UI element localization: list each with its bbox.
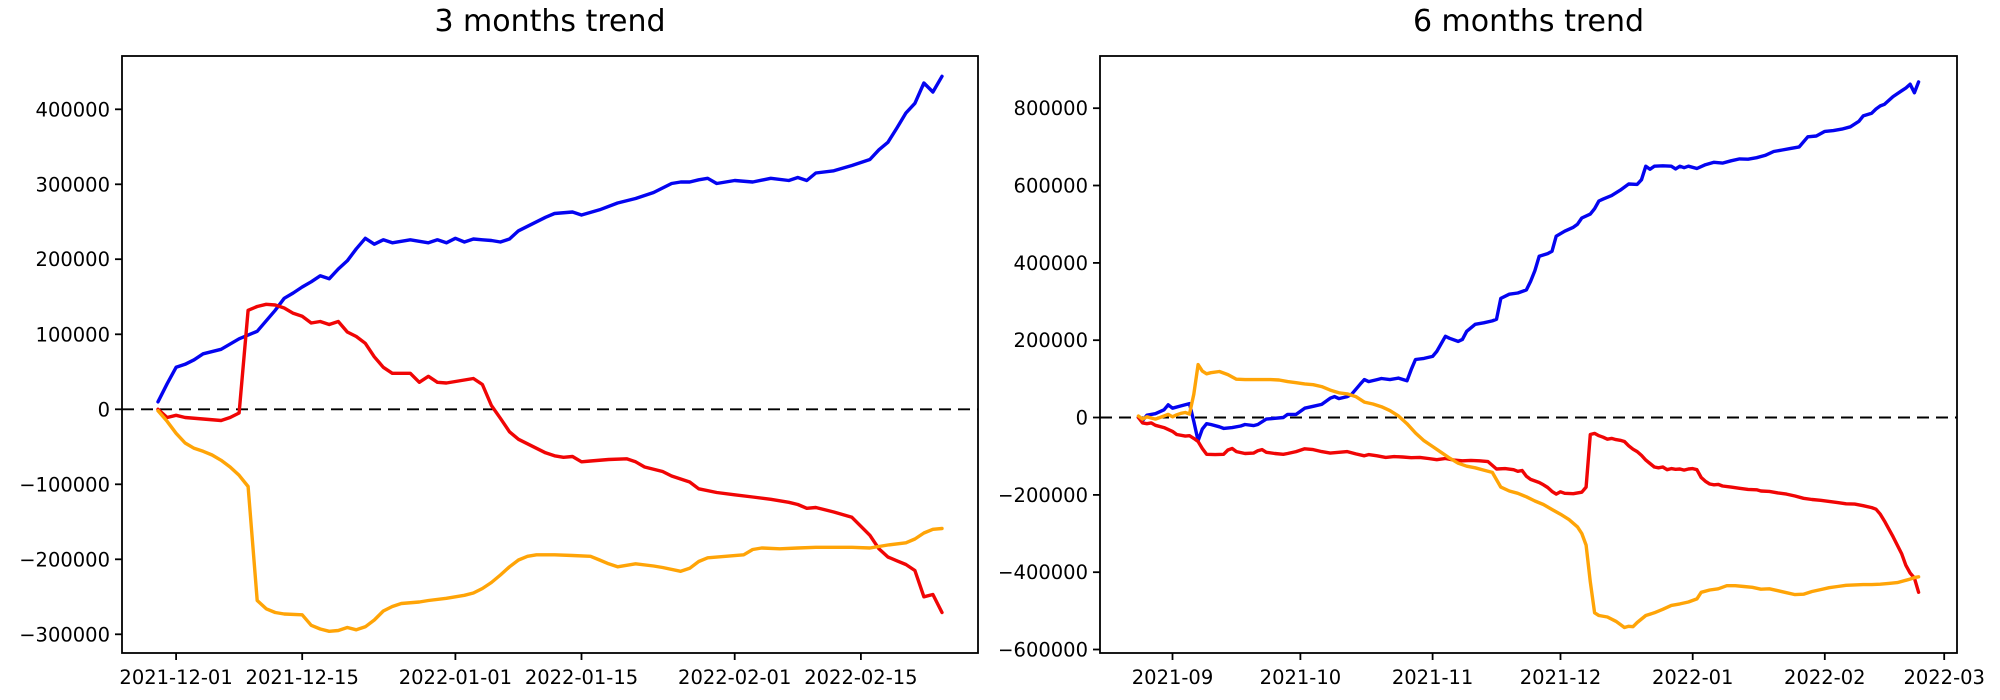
chart-3-months-trend: 3 months trend 2021-12-01 2021-12-15 2022-…	[19, 4, 979, 689]
x-axis: 2021-09 2021-10 2021-11 2021-12 2022-01 2022-…	[1132, 653, 1985, 689]
x-tick-label: 2021-12-01	[119, 666, 232, 689]
x-tick-label: 2022-02-01	[678, 666, 791, 689]
y-tick-label: 400000	[36, 98, 110, 121]
y-tick-label: 200000	[36, 248, 110, 271]
plot-border	[1099, 55, 1958, 654]
x-tick-label: 2022-02-15	[804, 666, 917, 689]
x-tick-label: 2022-01-01	[399, 666, 512, 689]
blue-line	[1136, 80, 1921, 443]
plot-6-months: 2021-09 2021-10 2021-11 2021-12 2022-01 2022-…	[1000, 55, 1985, 689]
y-tick-label: 800000	[1014, 97, 1088, 120]
y-tick-label: 200000	[1014, 329, 1088, 352]
y-tick-label: 300000	[36, 173, 110, 196]
orange-line	[1136, 362, 1921, 630]
x-tick-label: 2021-10	[1260, 666, 1341, 689]
y-tick-label: −400000	[1000, 561, 1088, 584]
y-tick-label: 600000	[1014, 175, 1088, 198]
plot-3-months: 2021-12-01 2021-12-15 2022-01-01 2022-01-15…	[19, 55, 979, 689]
x-tick-label: 2022-02	[1784, 666, 1865, 689]
x-axis: 2021-12-01 2021-12-15 2022-01-01 2022-01-15…	[119, 653, 918, 689]
red-line	[1136, 415, 1921, 594]
x-tick-label: 2021-11	[1392, 666, 1473, 689]
x-tick-label: 2022-01	[1652, 666, 1733, 689]
x-tick-label: 2022-03	[1903, 666, 1984, 689]
chart-title-6-months: 6 months trend	[1412, 4, 1645, 39]
series-group	[156, 74, 944, 633]
x-tick-label: 2021-12	[1520, 666, 1601, 689]
x-tick-label: 2021-12-15	[246, 666, 359, 689]
red-line	[156, 302, 944, 615]
y-axis: 400000 300000 200000 100000 0 −100000 −200000 −…	[19, 98, 122, 646]
x-tick-label: 2022-01-15	[525, 666, 638, 689]
x-tick-label: 2021-09	[1132, 666, 1213, 689]
blue-line	[156, 74, 944, 404]
y-tick-label: −100000	[19, 473, 110, 496]
y-tick-label: −600000	[1000, 639, 1088, 662]
y-axis: 800000 600000 400000 200000 0 −200000 −400000 −…	[1000, 97, 1100, 662]
y-tick-label: 0	[98, 398, 110, 421]
plot-border	[121, 55, 979, 654]
series-group	[1136, 80, 1921, 630]
y-tick-label: 100000	[36, 323, 110, 346]
chart-6-months-trend: 6 months trend 2021-09 2021-10 2021-11 2021…	[1000, 0, 2000, 700]
chart-title-3-months: 3 months trend	[434, 4, 666, 39]
y-tick-label: −200000	[1000, 484, 1088, 507]
y-tick-label: −300000	[19, 623, 110, 646]
y-tick-label: 0	[1076, 407, 1088, 430]
y-tick-label: −200000	[19, 548, 110, 571]
y-tick-label: 400000	[1014, 252, 1088, 275]
orange-line	[156, 409, 944, 633]
